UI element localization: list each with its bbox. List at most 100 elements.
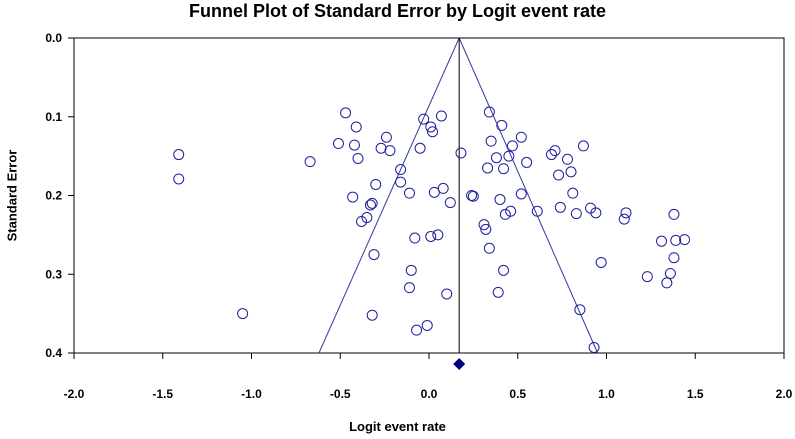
data-point: [577, 140, 589, 152]
data-point: [395, 176, 407, 188]
x-tick-label: 1.0: [598, 387, 615, 401]
data-point: [403, 282, 415, 294]
data-point: [444, 197, 456, 209]
data-point: [348, 139, 360, 151]
data-point: [428, 186, 440, 198]
data-point: [467, 190, 479, 202]
data-point: [567, 187, 579, 199]
data-point: [499, 208, 511, 220]
data-point: [350, 121, 362, 133]
data-point: [618, 213, 630, 225]
data-point: [515, 131, 527, 143]
data-point: [368, 249, 380, 261]
data-point: [432, 229, 444, 241]
data-point: [595, 256, 607, 268]
data-point: [570, 208, 582, 220]
data-point: [641, 271, 653, 283]
y-tick-label: 0.0: [45, 31, 62, 45]
data-point: [173, 173, 185, 185]
data-point: [620, 207, 632, 219]
data-point: [435, 110, 447, 122]
data-point: [340, 107, 352, 119]
summary-diamond: [453, 358, 466, 370]
data-point: [482, 162, 494, 174]
data-point: [395, 164, 407, 176]
data-point: [661, 277, 673, 289]
data-point: [498, 163, 510, 175]
data-point: [494, 193, 506, 205]
plot-frame: [73, 37, 785, 354]
data-point: [483, 242, 495, 254]
data-point: [496, 119, 508, 131]
x-tick-label: -1.0: [241, 387, 262, 401]
data-point: [505, 205, 517, 217]
data-point: [498, 264, 510, 276]
data-point: [380, 131, 392, 143]
data-point: [670, 234, 682, 246]
data-point: [574, 304, 586, 316]
x-axis-label: Logit event rate: [349, 419, 446, 434]
data-point: [515, 188, 527, 200]
y-axis-label: Standard Error: [4, 149, 20, 242]
y-tick-label: 0.2: [45, 189, 62, 203]
x-tick-label: 2.0: [776, 387, 793, 401]
data-point: [554, 201, 566, 213]
data-point: [405, 264, 417, 276]
data-point: [370, 178, 382, 190]
data-point: [590, 207, 602, 219]
data-point: [668, 252, 680, 264]
data-point: [553, 169, 565, 181]
data-point: [545, 149, 557, 161]
data-point: [531, 205, 543, 217]
funnel-right-line: [458, 37, 599, 354]
data-point: [506, 140, 518, 152]
data-point: [441, 288, 453, 300]
data-point: [411, 324, 423, 336]
data-point: [656, 235, 668, 247]
data-point: [485, 135, 497, 147]
data-point: [409, 232, 421, 244]
data-point: [352, 152, 364, 164]
data-point: [418, 113, 430, 125]
data-point: [366, 309, 378, 321]
y-tick-label: 0.1: [45, 110, 62, 124]
data-point: [455, 147, 467, 159]
data-point: [521, 156, 533, 168]
data-point: [668, 208, 680, 220]
data-point: [478, 219, 490, 231]
funnel-left-line: [318, 37, 460, 354]
data-point: [414, 142, 426, 154]
x-tick-label: 0.0: [421, 387, 438, 401]
data-point: [549, 145, 561, 157]
x-tick-label: -2.0: [64, 387, 85, 401]
data-point: [421, 319, 433, 331]
x-tick-label: 1.5: [687, 387, 704, 401]
x-tick-label: -1.5: [152, 387, 173, 401]
data-point: [480, 223, 492, 235]
x-tick-label: -0.5: [330, 387, 351, 401]
data-point: [304, 156, 316, 168]
x-tick-label: 0.5: [509, 387, 526, 401]
data-point: [361, 212, 373, 224]
data-point: [561, 153, 573, 165]
data-point: [588, 341, 600, 353]
data-point: [332, 138, 344, 150]
y-tick-label: 0.4: [45, 346, 62, 360]
data-point: [347, 191, 359, 203]
data-point: [503, 150, 515, 162]
y-tick-label: 0.3: [45, 267, 62, 281]
data-point: [173, 149, 185, 161]
data-point: [425, 230, 437, 242]
data-point: [427, 126, 439, 138]
data-point: [664, 267, 676, 279]
data-point: [490, 152, 502, 164]
data-point: [565, 166, 577, 178]
data-point: [437, 182, 449, 194]
data-point: [366, 197, 378, 209]
data-point: [483, 106, 495, 118]
data-point: [403, 187, 415, 199]
data-point: [425, 121, 437, 133]
data-point: [384, 145, 396, 157]
